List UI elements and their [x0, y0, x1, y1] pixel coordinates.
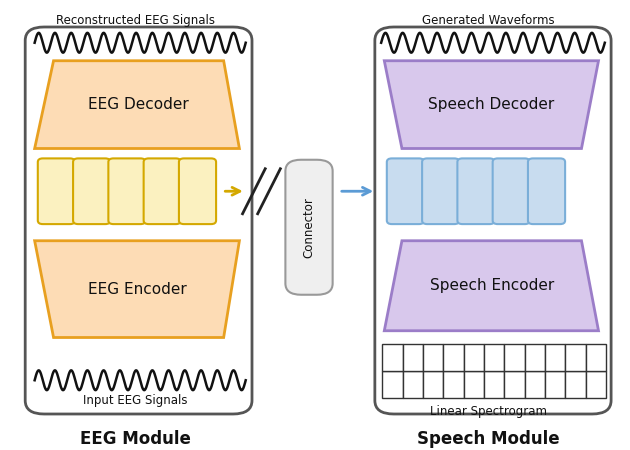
- Bar: [484, 344, 505, 371]
- Text: Speech Decoder: Speech Decoder: [428, 97, 554, 112]
- Text: Generated Waveforms: Generated Waveforms: [422, 14, 554, 27]
- Text: Speech Module: Speech Module: [417, 430, 559, 448]
- Text: EEG Module: EEG Module: [80, 430, 191, 448]
- FancyBboxPatch shape: [108, 158, 146, 224]
- FancyBboxPatch shape: [375, 27, 611, 414]
- Bar: [505, 344, 525, 371]
- FancyBboxPatch shape: [387, 158, 424, 224]
- Bar: [403, 371, 423, 398]
- FancyBboxPatch shape: [493, 158, 530, 224]
- Polygon shape: [35, 241, 239, 338]
- Text: Speech Encoder: Speech Encoder: [430, 278, 554, 293]
- Bar: [464, 371, 484, 398]
- Polygon shape: [384, 61, 598, 148]
- Bar: [545, 371, 565, 398]
- Bar: [505, 371, 525, 398]
- Bar: [382, 344, 403, 371]
- FancyBboxPatch shape: [38, 158, 75, 224]
- Bar: [423, 371, 444, 398]
- Bar: [444, 371, 464, 398]
- Text: EEG Encoder: EEG Encoder: [88, 282, 186, 297]
- Polygon shape: [384, 241, 598, 331]
- Bar: [565, 371, 586, 398]
- Bar: [565, 344, 586, 371]
- FancyBboxPatch shape: [73, 158, 110, 224]
- Text: Connector: Connector: [302, 197, 316, 258]
- FancyBboxPatch shape: [528, 158, 565, 224]
- Text: Input EEG Signals: Input EEG Signals: [83, 394, 188, 407]
- Bar: [444, 344, 464, 371]
- Bar: [525, 371, 545, 398]
- Text: EEG Decoder: EEG Decoder: [88, 97, 189, 112]
- Polygon shape: [35, 61, 239, 148]
- Bar: [464, 344, 484, 371]
- FancyBboxPatch shape: [457, 158, 495, 224]
- Bar: [484, 371, 505, 398]
- FancyBboxPatch shape: [25, 27, 252, 414]
- Bar: [403, 344, 423, 371]
- FancyBboxPatch shape: [144, 158, 181, 224]
- Bar: [525, 344, 545, 371]
- Bar: [423, 344, 444, 371]
- Bar: [586, 344, 606, 371]
- FancyBboxPatch shape: [422, 158, 459, 224]
- Bar: [545, 344, 565, 371]
- FancyBboxPatch shape: [179, 158, 216, 224]
- Bar: [382, 371, 403, 398]
- FancyBboxPatch shape: [285, 160, 333, 295]
- Bar: [586, 371, 606, 398]
- Text: Reconstructed EEG Signals: Reconstructed EEG Signals: [56, 14, 215, 27]
- Text: Linear Spectrogram: Linear Spectrogram: [430, 405, 547, 418]
